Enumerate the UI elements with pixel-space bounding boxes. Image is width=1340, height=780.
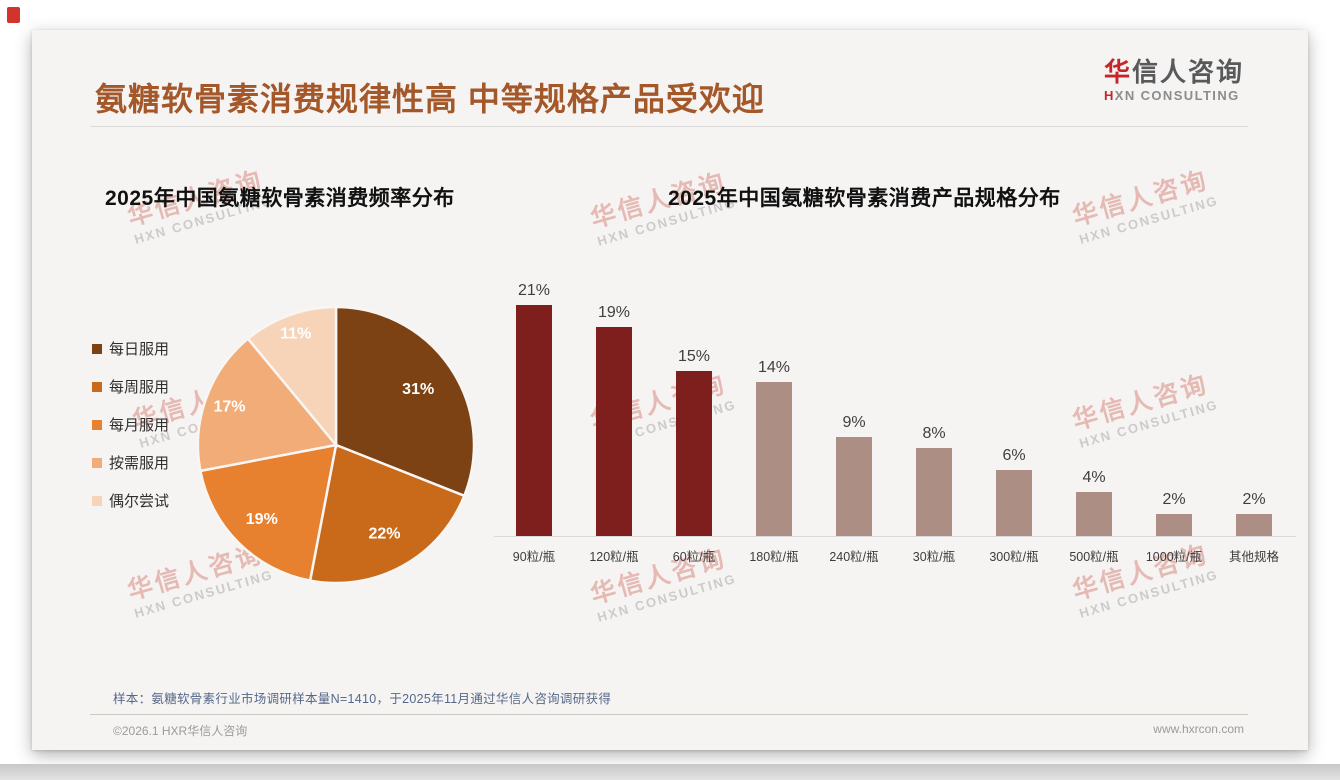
bar	[1236, 514, 1272, 536]
legend-item-4: 偶尔尝试	[92, 490, 169, 511]
legend-item-3: 按需服用	[92, 452, 169, 473]
pie-slice-3	[196, 336, 339, 473]
bar-group-8: 2%	[1134, 491, 1214, 536]
legend-swatch-icon	[92, 343, 102, 354]
pie-slice-label-2: 19%	[246, 511, 278, 528]
bar	[1076, 492, 1112, 536]
bar-group-6: 6%	[974, 447, 1054, 536]
company-logo: 华信人咨询 HXN CONSULTING	[1103, 57, 1244, 103]
bar-category-label: 其他规格	[1228, 550, 1279, 564]
logo-en-accent: H	[1103, 87, 1115, 103]
pie-slice-label-0: 31%	[402, 381, 434, 398]
bar-value-label: 2%	[1242, 491, 1266, 508]
pie-slice-4	[246, 305, 338, 449]
legend-item-0: 每日服用	[92, 338, 169, 359]
logo-en-rest: XN CONSULTING	[1114, 87, 1240, 103]
legend-swatch-icon	[92, 419, 102, 430]
pie-slice-0	[334, 305, 476, 498]
logo-cn-accent: 华	[1103, 57, 1132, 87]
bar-value-label: 21%	[517, 282, 551, 299]
bar-value-label: 2%	[1162, 491, 1186, 508]
corner-red-icon	[7, 7, 20, 23]
bar-category-label: 180粒/瓶	[749, 550, 799, 564]
bar-group-1: 19%	[574, 304, 654, 536]
pie-chart: 31% 22% 19% 17% 11%	[196, 305, 476, 585]
title-divider	[90, 126, 1248, 127]
bar-plot-area: 21% 19% 15% 14% 9% 8% 6% 4% 2% 2%	[494, 268, 1296, 537]
bar-category-label: 120粒/瓶	[589, 550, 639, 564]
bar-group-7: 4%	[1054, 469, 1134, 536]
pie-slice-2	[198, 443, 338, 583]
bar-value-label: 15%	[677, 348, 711, 365]
legend-label: 偶尔尝试	[109, 493, 170, 510]
footer: ©2026.1 HXR华信人咨询 www.hxrcon.com	[113, 722, 1244, 739]
legend-item-2: 每月服用	[92, 414, 169, 435]
bar-category-axis: 90粒/瓶 120粒/瓶 60粒/瓶 180粒/瓶 240粒/瓶 30粒/瓶 300粒/瓶 5…	[494, 537, 1296, 565]
copyright-text: ©2026.1 HXR华信人咨询	[113, 724, 248, 738]
legend-swatch-icon	[92, 381, 102, 392]
bar-category-label: 500粒/瓶	[1069, 550, 1119, 564]
page-title: 氨糖软骨素消费规律性高 中等规格产品受欢迎	[95, 81, 765, 117]
report-slide: 华信人咨询 HXN CONSULTING 华信人咨询 HXN CONSULTING 华信…	[32, 30, 1308, 750]
legend-swatch-icon	[92, 457, 102, 468]
bar-category-label: 1000粒/瓶	[1145, 550, 1203, 564]
bar-value-label: 19%	[597, 304, 631, 321]
bar-group-4: 9%	[814, 414, 894, 536]
legend-label: 每周服用	[109, 379, 170, 396]
pie-slice-label-1: 22%	[368, 525, 400, 542]
bar-group-2: 15%	[654, 348, 734, 536]
bar-category-label: 300粒/瓶	[989, 550, 1039, 564]
bar-group-3: 14%	[734, 359, 814, 536]
sample-footnote: 样本：氨糖软骨素行业市场调研样本量N=1410，于2025年11月通过华信人咨询…	[113, 692, 612, 706]
pie-slice-label-3: 17%	[213, 399, 245, 416]
footer-divider	[90, 714, 1248, 715]
bar-category-label: 30粒/瓶	[912, 550, 956, 564]
bar-value-label: 9%	[842, 414, 866, 431]
bar-value-label: 8%	[922, 425, 946, 442]
legend-item-1: 每周服用	[92, 376, 169, 397]
bar	[756, 382, 792, 536]
logo-en: HXN CONSULTING	[1104, 88, 1244, 103]
legend-label: 每日服用	[109, 341, 170, 358]
legend-label: 每月服用	[109, 417, 170, 434]
bar-category-label: 90粒/瓶	[512, 550, 556, 564]
bar-value-label: 4%	[1082, 469, 1106, 486]
bar	[516, 305, 552, 536]
bar-group-5: 8%	[894, 425, 974, 536]
bar	[916, 448, 952, 536]
bar	[1156, 514, 1192, 536]
bar	[596, 327, 632, 536]
logo-cn-rest: 信人咨询	[1131, 57, 1244, 87]
bar-value-label: 6%	[1002, 447, 1026, 464]
logo-cn: 华信人咨询	[1103, 57, 1244, 88]
bar-category-label: 240粒/瓶	[829, 550, 879, 564]
legend-swatch-icon	[92, 495, 102, 506]
bar-value-label: 14%	[757, 359, 791, 376]
pie-legend: 每日服用每周服用每月服用按需服用偶尔尝试	[92, 338, 169, 528]
pie-slice-1	[308, 443, 466, 585]
bar-category-label: 60粒/瓶	[672, 550, 716, 564]
desktop-bottom-strip	[0, 764, 1340, 780]
bar-group-9: 2%	[1214, 491, 1294, 536]
pie-chart-title: 2025年中国氨糖软骨素消费频率分布	[105, 187, 455, 210]
bar	[676, 371, 712, 536]
bar-chart: 21% 19% 15% 14% 9% 8% 6% 4% 2% 2% 90粒/瓶 120粒/瓶 60粒/…	[494, 268, 1296, 565]
bar-group-0: 21%	[494, 282, 574, 536]
pie-slice-label-4: 11%	[280, 325, 311, 342]
bar-chart-title: 2025年中国氨糖软骨素消费产品规格分布	[668, 187, 1061, 210]
website-url: www.hxrcon.com	[1153, 722, 1244, 736]
bar	[996, 470, 1032, 536]
legend-label: 按需服用	[109, 455, 170, 472]
bar	[836, 437, 872, 536]
